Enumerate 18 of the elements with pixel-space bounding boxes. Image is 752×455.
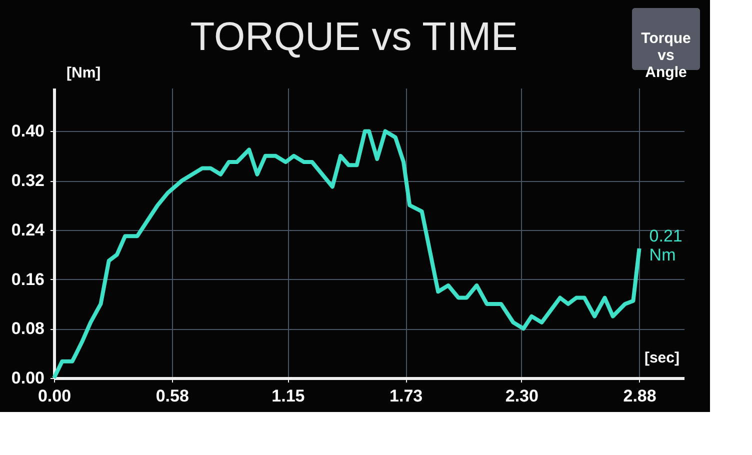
line-series: [52, 129, 642, 380]
x-tick-label: 1.15: [272, 386, 305, 406]
chart-title: TORQUE vs TIME: [190, 15, 518, 59]
x-tick-label: 2.30: [505, 386, 538, 406]
x-tick-label: 2.88: [623, 386, 656, 406]
x-tick-label: 1.73: [390, 386, 423, 406]
y-axis-title: [Nm]: [66, 64, 101, 82]
y-tick-label: 0.08: [11, 319, 44, 338]
y-tick-label: 0.32: [11, 171, 44, 190]
y-tick-label: 0.24: [11, 220, 46, 240]
y-tick-label: 0.40: [11, 122, 44, 141]
text: Torque vs Angle: [641, 30, 691, 81]
x-tick-label: 0.58: [156, 386, 189, 406]
y-tick-label: 0.00: [11, 368, 44, 388]
x-tick-label: 0.00: [38, 386, 72, 406]
x-axis-title: [sec]: [644, 350, 680, 366]
annotation: 0.21 Nm: [649, 226, 682, 264]
y-tick-label: 0.16: [11, 270, 44, 289]
